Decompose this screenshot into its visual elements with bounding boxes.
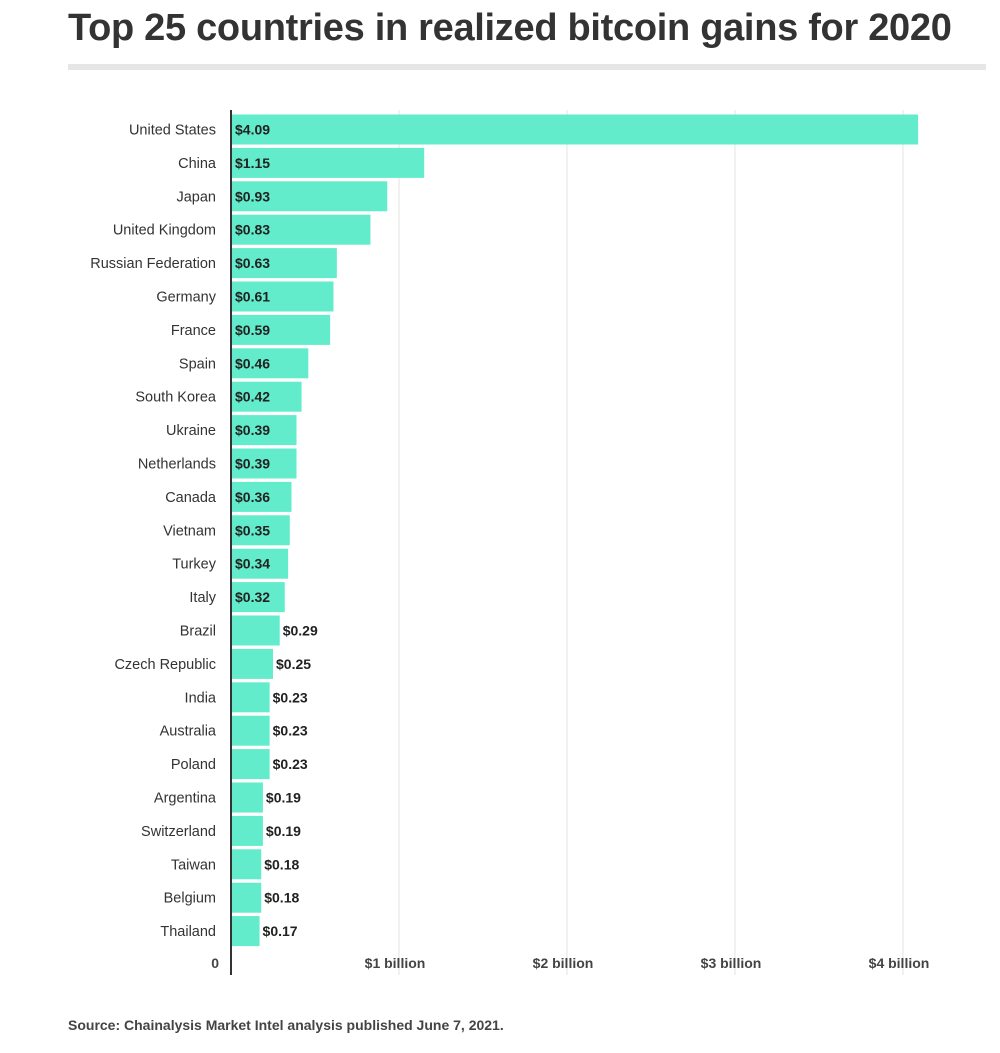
value-label: $0.83: [235, 222, 270, 238]
value-label: $4.09: [235, 122, 270, 138]
category-label: Belgium: [164, 891, 216, 907]
bar: [231, 648, 273, 679]
value-label: $0.18: [264, 890, 299, 906]
value-label: $0.19: [266, 823, 301, 839]
value-label: $0.35: [235, 522, 270, 538]
category-label: Spain: [179, 356, 216, 372]
bar-chart: $4.09 $1.15 $0.93 $0.83 $0.63 $0.61 $0.59 $0.46…: [90, 110, 929, 975]
value-label: $0.25: [276, 656, 311, 672]
value-label: $0.61: [235, 289, 270, 305]
category-label: Czech Republic: [114, 657, 216, 673]
value-label: $0.63: [235, 255, 270, 271]
bar: [231, 749, 270, 780]
category-label: Switzerland: [141, 824, 216, 840]
value-label: $1.15: [235, 155, 270, 171]
category-label: South Korea: [135, 390, 217, 406]
category-label: Canada: [165, 490, 217, 506]
value-label: $0.23: [273, 723, 308, 739]
category-label: Australia: [160, 724, 217, 740]
category-label: Brazil: [180, 624, 216, 640]
category-label: Turkey: [172, 557, 217, 573]
bar: [231, 548, 289, 579]
category-label: Netherlands: [138, 457, 216, 473]
value-label: $0.36: [235, 489, 270, 505]
value-label: $0.59: [235, 322, 270, 338]
bar: [231, 281, 334, 312]
bar: [231, 916, 260, 947]
value-label: $0.19: [266, 790, 301, 806]
x-tick-label: $1 billion: [365, 955, 426, 971]
bar: [231, 415, 297, 446]
value-label: $0.29: [283, 623, 318, 639]
chart-title: Top 25 countries in realized bitcoin gai…: [68, 7, 952, 49]
category-label: United States: [129, 123, 216, 139]
bar: [231, 815, 263, 846]
category-labels: United States China Japan United Kingdom Rus…: [90, 123, 217, 941]
category-label: Germany: [156, 290, 216, 306]
bar: [231, 481, 292, 512]
value-label: $0.34: [235, 556, 270, 572]
value-label: $0.23: [273, 756, 308, 772]
gridlines: [398, 110, 904, 975]
category-label: Italy: [189, 590, 216, 606]
value-label: $0.17: [263, 923, 298, 939]
category-label: Russian Federation: [90, 256, 216, 272]
bar: [231, 782, 263, 813]
bar: [231, 381, 302, 412]
bar: [231, 214, 371, 245]
category-label: India: [185, 690, 217, 706]
category-label: Ukraine: [166, 423, 216, 439]
value-label: $0.23: [273, 689, 308, 705]
category-label: United Kingdom: [113, 223, 216, 239]
category-label: Poland: [171, 757, 216, 773]
bar: [231, 849, 262, 880]
bars: [231, 114, 919, 947]
bar: [231, 248, 337, 279]
bar: [231, 147, 425, 178]
value-label: $0.39: [235, 456, 270, 472]
category-label: Argentina: [154, 791, 217, 807]
category-label: China: [178, 156, 217, 172]
bar: [231, 715, 270, 746]
x-tick-label: $3 billion: [701, 955, 762, 971]
source-note: Source: Chainalysis Market Intel analysi…: [68, 1017, 504, 1033]
x-axis-ticks: 0 $1 billion $2 billion $3 billion $4 billio…: [211, 955, 929, 971]
value-labels: $4.09 $1.15 $0.93 $0.83 $0.63 $0.61 $0.59 $0.46…: [235, 122, 318, 940]
bar: [231, 448, 297, 479]
category-label: Japan: [176, 189, 216, 205]
value-label: $0.32: [235, 589, 270, 605]
bar: [231, 615, 280, 646]
category-label: Vietnam: [163, 523, 216, 539]
bar: [231, 348, 309, 379]
value-label: $0.42: [235, 389, 270, 405]
value-label: $0.46: [235, 355, 270, 371]
bar: [231, 682, 270, 713]
bar: [231, 515, 290, 546]
bar: [231, 114, 919, 145]
category-label: Thailand: [160, 924, 216, 940]
bar: [231, 582, 285, 613]
category-label: France: [171, 323, 216, 339]
x-tick-label: $2 billion: [533, 955, 594, 971]
bar: [231, 181, 388, 212]
bar: [231, 314, 331, 345]
x-tick-label: 0: [211, 955, 219, 971]
title-divider: [68, 64, 986, 70]
value-label: $0.93: [235, 188, 270, 204]
value-label: $0.18: [264, 856, 299, 872]
value-label: $0.39: [235, 422, 270, 438]
x-tick-label: $4 billion: [869, 955, 930, 971]
bar: [231, 882, 262, 913]
category-label: Taiwan: [171, 857, 216, 873]
